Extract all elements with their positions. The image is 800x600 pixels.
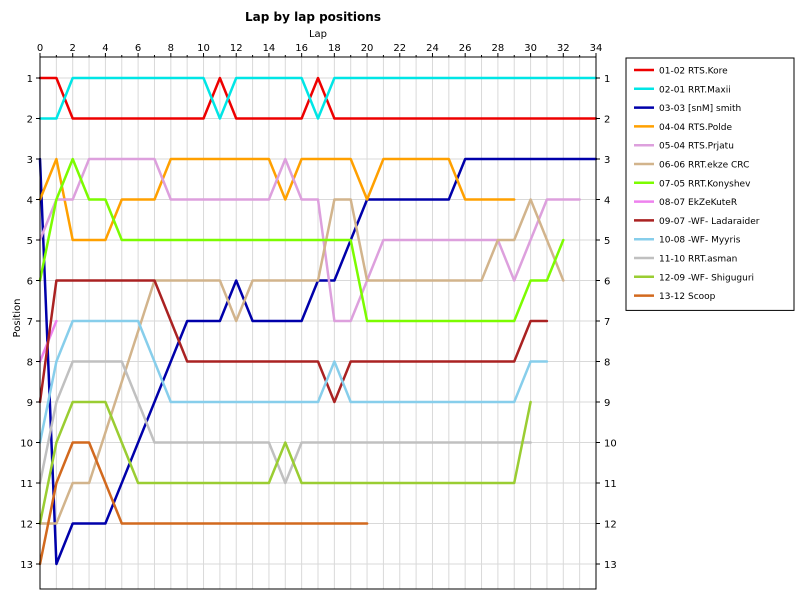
x-tick-label: 14	[263, 43, 276, 54]
x-tick-label: 20	[361, 43, 374, 54]
y-tick-label-left: 4	[27, 196, 33, 207]
y-tick-label-left: 3	[27, 155, 33, 166]
y-tick-label-left: 11	[20, 479, 33, 490]
y-tick-label-right: 11	[604, 479, 617, 490]
x-tick-label: 34	[590, 43, 603, 54]
y-tick-label-right: 5	[604, 236, 610, 247]
series-line	[38, 157, 598, 566]
y-tick-label-right: 2	[604, 115, 610, 126]
y-tick-label-right: 9	[604, 398, 610, 409]
legend-label: 06-06 RRT.ekze CRC	[659, 161, 749, 171]
series-line	[38, 441, 369, 566]
x-axis-label: Lap	[309, 29, 327, 40]
y-tick-label-right: 7	[604, 317, 610, 328]
legend-label: 07-05 RRT.Konyshev	[659, 179, 751, 189]
legend-label: 01-02 RTS.Kore	[659, 67, 728, 77]
legend-label: 03-03 [snM] smith	[659, 104, 741, 114]
y-tick-label-left: 5	[27, 236, 33, 247]
y-tick-label-left: 10	[20, 439, 33, 450]
y-tick-label-right: 4	[604, 196, 610, 207]
x-tick-label: 22	[393, 43, 406, 54]
y-tick-label-left: 7	[27, 317, 33, 328]
y-tick-label-left: 2	[27, 115, 33, 126]
x-tick-label: 28	[492, 43, 505, 54]
legend-label: 02-01 RRT.Maxii	[659, 85, 731, 95]
x-tick-label: 30	[524, 43, 537, 54]
legend-label: 13-12 Scoop	[659, 292, 716, 302]
legend-label: 11-10 RRT.asman	[659, 255, 737, 265]
series-line	[38, 279, 549, 404]
series-line	[38, 319, 549, 444]
y-tick-label-right: 8	[604, 358, 610, 369]
x-tick-label: 18	[328, 43, 341, 54]
series-line	[38, 360, 532, 485]
x-tick-label: 24	[426, 43, 439, 54]
y-tick-label-right: 1	[604, 74, 610, 85]
x-tick-label: 32	[557, 43, 570, 54]
series-line	[38, 157, 565, 323]
y-tick-label-left: 8	[27, 358, 33, 369]
y-tick-label-right: 12	[604, 520, 617, 531]
y-tick-label-left: 12	[20, 520, 33, 531]
y-tick-label-right: 6	[604, 277, 610, 288]
x-tick-label: 16	[295, 43, 308, 54]
series-line	[38, 76, 598, 120]
series-line	[38, 157, 581, 323]
grid	[39, 57, 597, 589]
x-tick-label: 10	[197, 43, 210, 54]
y-tick-label-right: 10	[604, 439, 617, 450]
x-tick-label: 0	[37, 43, 43, 54]
legend-label: 05-04 RTS.Prjatu	[659, 142, 734, 152]
series-line	[38, 198, 565, 525]
series-lines	[38, 76, 598, 566]
legend-label: 04-04 RTS.Polde	[659, 123, 733, 133]
x-tick-label: 8	[168, 43, 174, 54]
x-tick-label: 26	[459, 43, 472, 54]
legend-label: 10-08 -WF- Myyris	[659, 236, 741, 246]
y-axis-label: Position	[12, 299, 23, 338]
y-tick-label-left: 1	[27, 74, 33, 85]
y-tick-label-left: 6	[27, 277, 33, 288]
y-tick-label-left: 13	[20, 560, 33, 571]
legend-label: 12-09 -WF- Shiguguri	[659, 273, 754, 283]
series-line	[38, 400, 532, 525]
legend: 01-02 RTS.Kore 02-01 RRT.Maxii 03-03 [snM]…	[625, 57, 795, 311]
legend-box	[625, 57, 795, 311]
x-tick-label: 4	[102, 43, 108, 54]
legend-label: 09-07 -WF- Ladaraider	[659, 217, 760, 227]
x-tick-label: 12	[230, 43, 243, 54]
legend-label: 08-07 EkZeKuteR	[659, 198, 737, 208]
y-tick-label-right: 3	[604, 155, 610, 166]
chart-title: Lap by lap positions	[245, 10, 381, 24]
x-tick-label: 6	[135, 43, 141, 54]
x-tick-label: 2	[70, 43, 76, 54]
y-tick-label-left: 9	[27, 398, 33, 409]
axis-ticks: 0 2 4 6 8 10 12 14 16 18 20 22 24 26 28 30 32 341 12 23 34 45…	[20, 43, 616, 571]
y-tick-label-right: 13	[604, 560, 617, 571]
